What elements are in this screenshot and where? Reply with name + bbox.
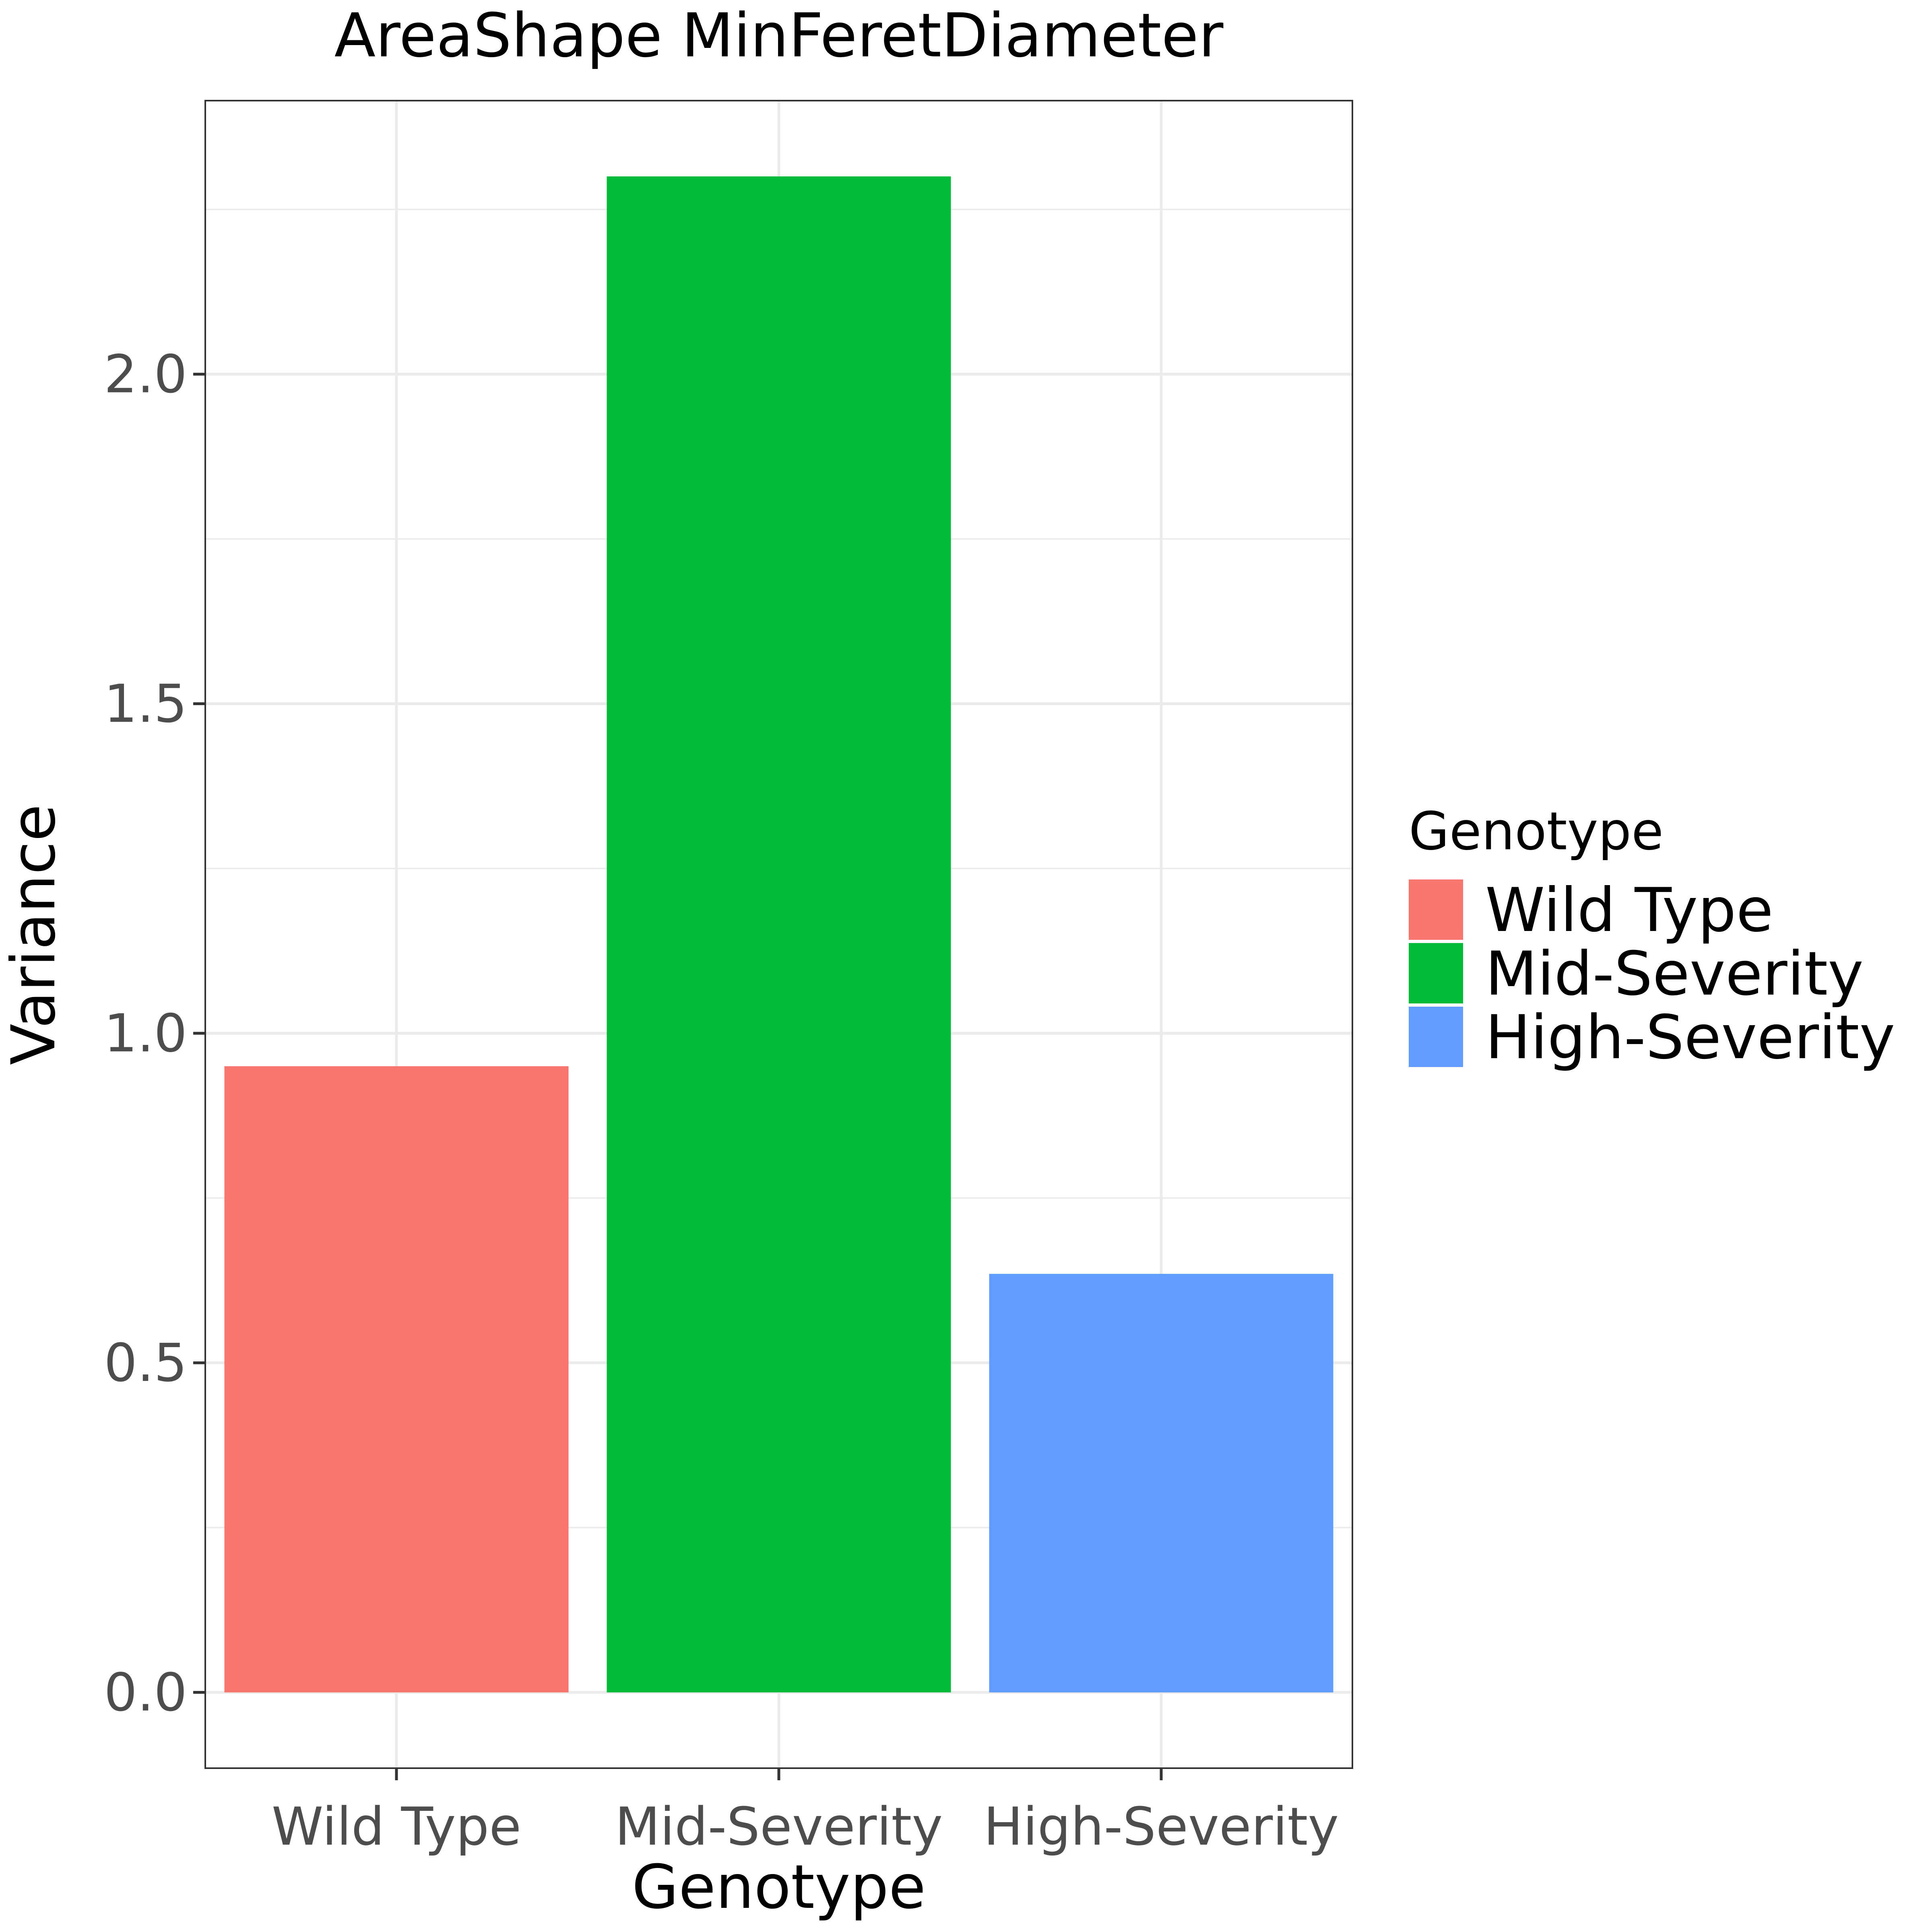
y-tick-label: 1.5: [104, 673, 187, 734]
y-tick-label: 0.0: [104, 1662, 187, 1723]
y-tick-label: 2.0: [104, 344, 187, 405]
bars: [224, 176, 1333, 1693]
axes: 0.0 0.5 1.0 1.5 2.0 Wild Type Mid-Severity High…: [104, 344, 1339, 1857]
x-tick-label: Mid-Severity: [615, 1796, 943, 1857]
x-tick-label: Wild Type: [272, 1796, 521, 1857]
y-tick-label: 1.0: [104, 1003, 187, 1064]
legend-key-swatch: [1409, 1007, 1463, 1067]
x-axis-title: Genotype: [632, 1852, 926, 1922]
bar-wild-type: [224, 1066, 569, 1693]
legend: Genotype Wild TypeMid-SeverityHigh-Sever…: [1409, 801, 1895, 1073]
x-tick-label: High-Severity: [984, 1796, 1339, 1857]
legend-entry-label: Mid-Severity: [1485, 939, 1864, 1009]
chart-title: AreaShape MinFeretDiameter: [334, 1, 1224, 71]
legend-key-swatch: [1409, 879, 1463, 940]
y-tick-label: 0.5: [104, 1332, 187, 1393]
legend-entry-label: Wild Type: [1485, 875, 1773, 945]
bar-high-severity: [989, 1274, 1333, 1693]
legend-key-swatch: [1409, 943, 1463, 1003]
bar-mid-severity: [607, 176, 951, 1693]
y-axis-title: Variance: [0, 804, 69, 1065]
legend-entry-label: High-Severity: [1485, 1003, 1895, 1073]
legend-title: Genotype: [1409, 801, 1664, 862]
